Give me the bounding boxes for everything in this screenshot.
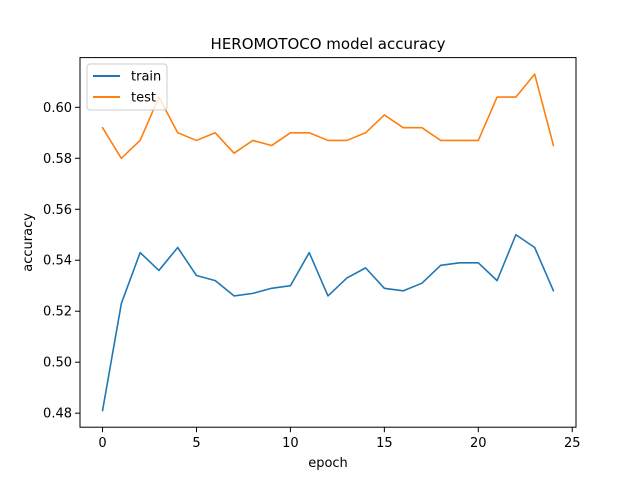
chart-title: HEROMOTOCO model accuracy bbox=[211, 35, 446, 53]
legend-label-test: test bbox=[131, 91, 156, 106]
x-tick-label: 5 bbox=[192, 436, 200, 451]
y-tick-label: 0.58 bbox=[43, 152, 72, 167]
x-tick-label: 10 bbox=[282, 436, 299, 451]
legend-label-train: train bbox=[131, 70, 161, 85]
series-line-train bbox=[103, 235, 554, 411]
y-tick-label: 0.52 bbox=[43, 305, 72, 320]
y-tick-label: 0.60 bbox=[43, 101, 72, 116]
y-axis-label: accuracy bbox=[21, 213, 36, 272]
x-tick-label: 15 bbox=[376, 436, 393, 451]
series-line-test bbox=[103, 74, 554, 158]
legend: train test bbox=[87, 64, 167, 110]
y-tick-label: 0.50 bbox=[43, 356, 72, 371]
x-tick-label: 20 bbox=[470, 436, 487, 451]
y-tick-label: 0.48 bbox=[43, 407, 72, 422]
y-tick-label: 0.54 bbox=[43, 254, 72, 269]
y-tick-label: 0.56 bbox=[43, 203, 72, 218]
x-tick-label: 25 bbox=[564, 436, 581, 451]
series-layer bbox=[103, 74, 554, 410]
ticks-layer: 0 5 10 15 20 25 0.48 0.50 0.52 0.54 0.56 0.58 0.60 bbox=[43, 101, 580, 451]
x-tick-label: 0 bbox=[98, 436, 106, 451]
x-axis-label: epoch bbox=[308, 456, 348, 471]
plot-area-frame bbox=[80, 58, 576, 428]
